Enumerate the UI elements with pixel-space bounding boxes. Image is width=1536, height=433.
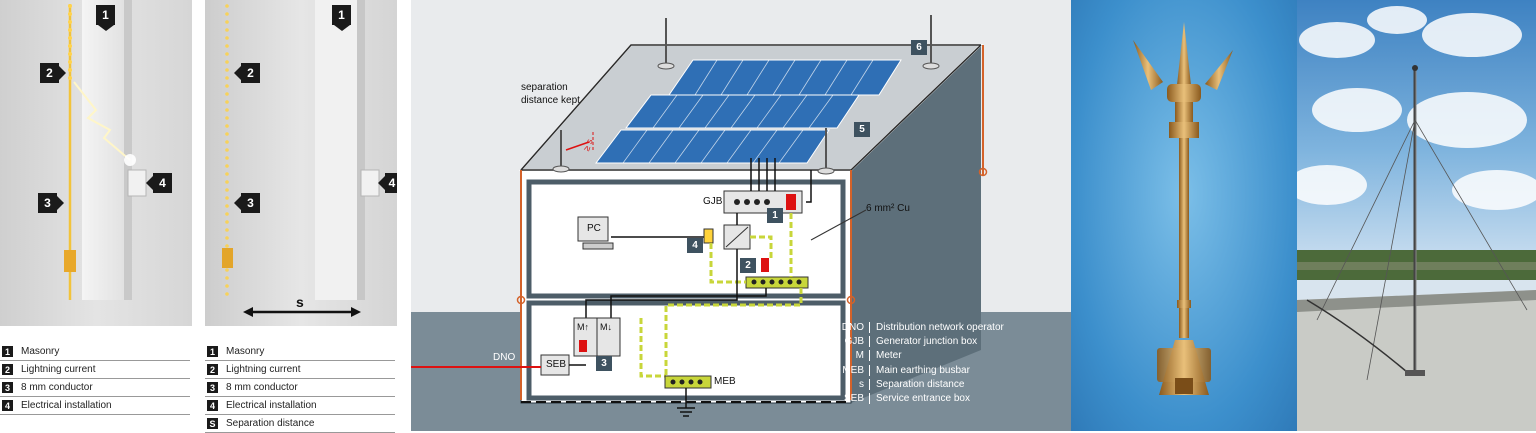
panel1-legend: 1 Masonry 2 Lightning current 3 8 mm conduc… bbox=[0, 343, 190, 415]
separation-distance-label: s bbox=[296, 294, 304, 310]
legend-text: Masonry bbox=[226, 346, 265, 357]
diagram-number-2: 2 bbox=[740, 258, 756, 273]
separation-label-line2: distance kept bbox=[521, 95, 580, 106]
rooftop-mast-icon bbox=[1297, 6, 1536, 431]
meb-label: MEB bbox=[714, 376, 736, 387]
photo-lightning-rod bbox=[1071, 0, 1297, 431]
key-row: SEB Service entrance box bbox=[824, 391, 1004, 405]
meb-bar bbox=[664, 375, 712, 389]
legend-text: Separation distance bbox=[226, 418, 315, 429]
key-row: s Separation distance bbox=[824, 377, 1004, 391]
key-desc: Distribution network operator bbox=[876, 321, 1004, 333]
diagram-number-1: 1 bbox=[767, 208, 783, 223]
key-row: GJB Generator junction box bbox=[824, 334, 1004, 348]
cu-label: 6 mm² Cu bbox=[866, 203, 910, 214]
diagram-number-3: 3 bbox=[596, 356, 612, 371]
panel1-illustration bbox=[64, 0, 147, 300]
legend-row: 2 Lightning current bbox=[205, 361, 395, 379]
meter-down-label: M↓ bbox=[600, 322, 612, 332]
abbreviation-key: DNO Distribution network operator GJB Gene… bbox=[824, 320, 1004, 406]
key-desc: Main earthing busbar bbox=[876, 364, 970, 376]
panel-direct-contact: 1 2 3 4 bbox=[0, 0, 192, 326]
pv-lightning-diagram: separation distance kept ≥ s GJB PC 6 mm… bbox=[411, 0, 1071, 431]
key-desc: Separation distance bbox=[876, 378, 965, 390]
badge-4: 4 bbox=[146, 173, 172, 193]
legend-num: 4 bbox=[207, 400, 218, 411]
legend-row: 3 8 mm conductor bbox=[205, 379, 395, 397]
key-row: DNO Distribution network operator bbox=[824, 320, 1004, 334]
legend-num: S bbox=[207, 418, 218, 429]
legend-text: 8 mm conductor bbox=[226, 382, 298, 393]
spd-pc bbox=[703, 228, 714, 244]
legend-num: 3 bbox=[207, 382, 218, 393]
electrical-installation bbox=[360, 169, 380, 197]
key-row: MEB Main earthing busbar bbox=[824, 363, 1004, 377]
lightning-rod-icon bbox=[1133, 22, 1233, 395]
panel2-legend: 1 Masonry 2 Lightning current 3 8 mm conduc… bbox=[205, 343, 395, 433]
conductor-clamp bbox=[222, 248, 233, 268]
key-abbr: SEB bbox=[824, 393, 870, 405]
key-desc: Service entrance box bbox=[876, 393, 970, 405]
badge-2: 2 bbox=[234, 63, 260, 83]
legend-text: Electrical installation bbox=[226, 400, 317, 411]
legend-text: Lightning current bbox=[226, 364, 301, 375]
legend-num: 3 bbox=[2, 382, 13, 393]
electrical-installation bbox=[127, 169, 147, 197]
legend-row: S Separation distance bbox=[205, 415, 395, 433]
legend-row: 1 Masonry bbox=[0, 343, 190, 361]
pc-monitor bbox=[577, 216, 609, 242]
legend-text: Electrical installation bbox=[21, 400, 112, 411]
legend-row: 1 Masonry bbox=[205, 343, 395, 361]
meter-up-label: M↑ bbox=[577, 322, 589, 332]
masonry-wall bbox=[315, 0, 357, 300]
panel-separation-distance: s 1 2 3 4 bbox=[205, 0, 397, 326]
legend-num: 2 bbox=[207, 364, 218, 375]
legend-text: Masonry bbox=[21, 346, 60, 357]
key-abbr: M bbox=[824, 350, 870, 362]
key-desc: Meter bbox=[876, 350, 902, 362]
diagram-number-6: 6 bbox=[911, 40, 927, 55]
panel2-illustration bbox=[222, 0, 380, 317]
building-side-wall bbox=[851, 45, 981, 403]
seb-label: SEB bbox=[546, 359, 567, 370]
gjb-box bbox=[723, 190, 803, 214]
photo-rooftop-mast bbox=[1297, 0, 1536, 431]
key-desc: Generator junction box bbox=[876, 335, 978, 347]
legend-row: 2 Lightning current bbox=[0, 361, 190, 379]
conductor-clamp bbox=[64, 250, 76, 272]
key-row: M Meter bbox=[824, 349, 1004, 363]
legend-num: 4 bbox=[2, 400, 13, 411]
diagram-number-5: 5 bbox=[854, 122, 870, 137]
diagram-drawing bbox=[411, 15, 1071, 431]
legend-text: Lightning current bbox=[21, 364, 96, 375]
legend-row: 4 Electrical installation bbox=[205, 397, 395, 415]
dno-label: DNO bbox=[493, 352, 516, 363]
badge-3: 3 bbox=[234, 193, 260, 213]
air-terminals bbox=[560, 15, 932, 170]
pc-label: PC bbox=[587, 223, 601, 234]
legend-num: 2 bbox=[2, 364, 13, 375]
diagram-number-4: 4 bbox=[687, 238, 703, 253]
badge-2: 2 bbox=[40, 63, 66, 83]
separation-label-line1: separation bbox=[521, 82, 568, 93]
gjb-label: GJB bbox=[703, 196, 723, 207]
legend-num: 1 bbox=[2, 346, 13, 357]
key-abbr: GJB bbox=[824, 335, 870, 347]
legend-row: 3 8 mm conductor bbox=[0, 379, 190, 397]
key-abbr: s bbox=[824, 378, 870, 390]
badge-4: 4 bbox=[378, 173, 397, 193]
flashover-spark bbox=[73, 81, 131, 161]
legend-num: 1 bbox=[207, 346, 218, 357]
badge-3: 3 bbox=[38, 193, 64, 213]
badge-1: 1 bbox=[96, 5, 115, 31]
legend-row: 4 Electrical installation bbox=[0, 397, 190, 415]
key-abbr: DNO bbox=[824, 321, 870, 333]
key-abbr: MEB bbox=[824, 364, 870, 376]
legend-text: 8 mm conductor bbox=[21, 382, 93, 393]
spd-gjb bbox=[786, 194, 796, 210]
badge-1: 1 bbox=[332, 5, 351, 31]
